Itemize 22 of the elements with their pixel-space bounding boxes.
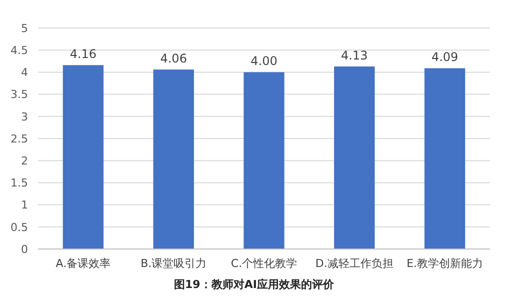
y-tick-label: 2 (21, 154, 28, 168)
data-label: 4.00 (250, 54, 278, 68)
x-tick-label: B.课堂吸引力 (140, 257, 207, 270)
data-label: 4.09 (431, 50, 458, 64)
y-tick-label: 0.5 (10, 220, 28, 234)
y-tick-label: 3.5 (10, 88, 28, 102)
x-tick-label: C.个性化教学 (230, 257, 298, 270)
y-tick-label: 0 (21, 242, 28, 256)
y-tick-label: 1 (21, 198, 28, 212)
x-tick-label: E.教学创新能力 (406, 257, 484, 270)
y-tick-label: 4 (21, 66, 28, 80)
y-tick-label: 5 (21, 22, 28, 35)
text: 图19：教师对AI应用效果的评价 (174, 278, 335, 291)
x-tick-label: D.减轻工作负担 (315, 257, 394, 270)
y-tick-label: 4.5 (10, 44, 28, 57)
y-tick-label: 2.5 (10, 132, 28, 146)
data-label: 4.13 (341, 48, 368, 62)
data-label: 4.16 (70, 47, 97, 62)
y-tick-label: 1.5 (10, 176, 28, 190)
x-tick-label: A.备课效率 (56, 257, 111, 270)
y-tick-label: 3 (21, 110, 28, 124)
data-label: 4.06 (160, 52, 187, 66)
